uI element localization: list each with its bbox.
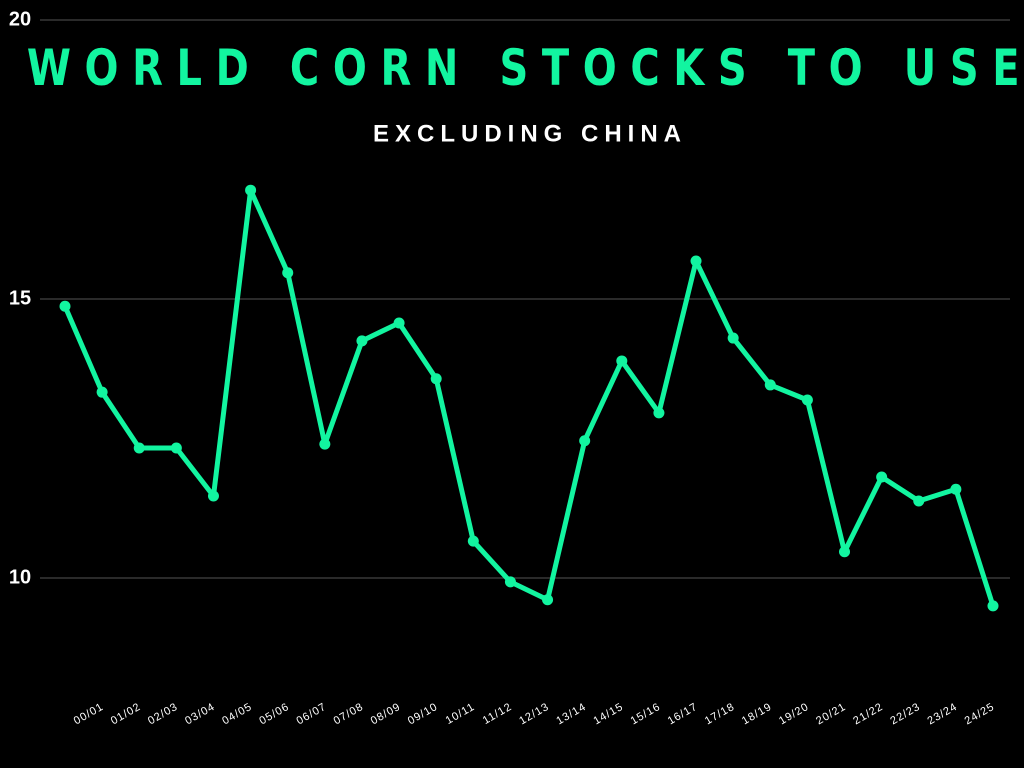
data-point [690,255,702,267]
data-point [727,332,739,344]
data-point [913,495,925,507]
data-point [207,490,219,502]
chart-title: WORLD CORN STOCKS TO USE [27,39,1024,98]
y-tick-label: 15 [9,287,31,309]
data-line [62,187,996,607]
data-point [96,386,108,398]
data-point [319,438,331,450]
x-tick-label: 12/13 [517,701,551,728]
data-point [839,546,851,558]
chart-subtitle: EXCLUDING CHINA [373,120,687,147]
x-tick-label: 14/15 [591,701,625,728]
data-point [542,594,554,606]
data-point [801,394,813,406]
x-tick-label: 00/01 [72,701,106,728]
x-tick-label: 05/06 [257,701,291,728]
x-tick-label: 04/05 [220,701,254,728]
x-tick-label: 09/10 [406,701,440,728]
x-tick-label: 17/18 [703,701,737,728]
x-tick-label: 20/21 [814,701,848,728]
x-tick-label: 10/11 [444,701,477,727]
data-point [133,442,145,454]
data-point [653,407,665,419]
data-point [282,267,294,279]
x-tick-label: 06/07 [295,701,329,728]
x-tick-label: 24/25 [963,701,997,728]
x-tick-label: 13/14 [554,701,588,728]
data-point [764,379,776,391]
y-tick-label: 20 [9,8,31,30]
data-point [987,600,999,612]
data-point [430,373,442,385]
x-tick-label: 01/02 [109,701,143,728]
data-point [245,184,257,196]
data-point [504,576,516,588]
data-point [616,355,628,367]
data-point [467,535,479,547]
x-tick-label: 11/12 [481,701,514,727]
x-tick-label: 03/04 [183,701,217,728]
x-tick-label: 18/19 [740,701,774,728]
data-point [579,435,591,447]
x-tick-label: 21/22 [851,701,885,728]
x-tick-label: 15/16 [629,701,663,728]
x-tick-label: 16/17 [666,701,700,728]
x-tick-label: 22/23 [888,701,922,728]
data-point [393,317,405,329]
x-tick-label: 02/03 [146,701,180,728]
data-point [950,483,962,495]
data-point [356,335,368,347]
x-tick-label: 23/24 [926,701,960,728]
x-tick-label: 19/20 [777,701,811,728]
data-point [876,471,888,483]
x-tick-label: 07/08 [332,701,366,728]
y-tick-label: 10 [9,566,31,588]
data-point [59,300,71,312]
x-tick-label: 08/09 [369,701,403,728]
data-point [170,442,182,454]
